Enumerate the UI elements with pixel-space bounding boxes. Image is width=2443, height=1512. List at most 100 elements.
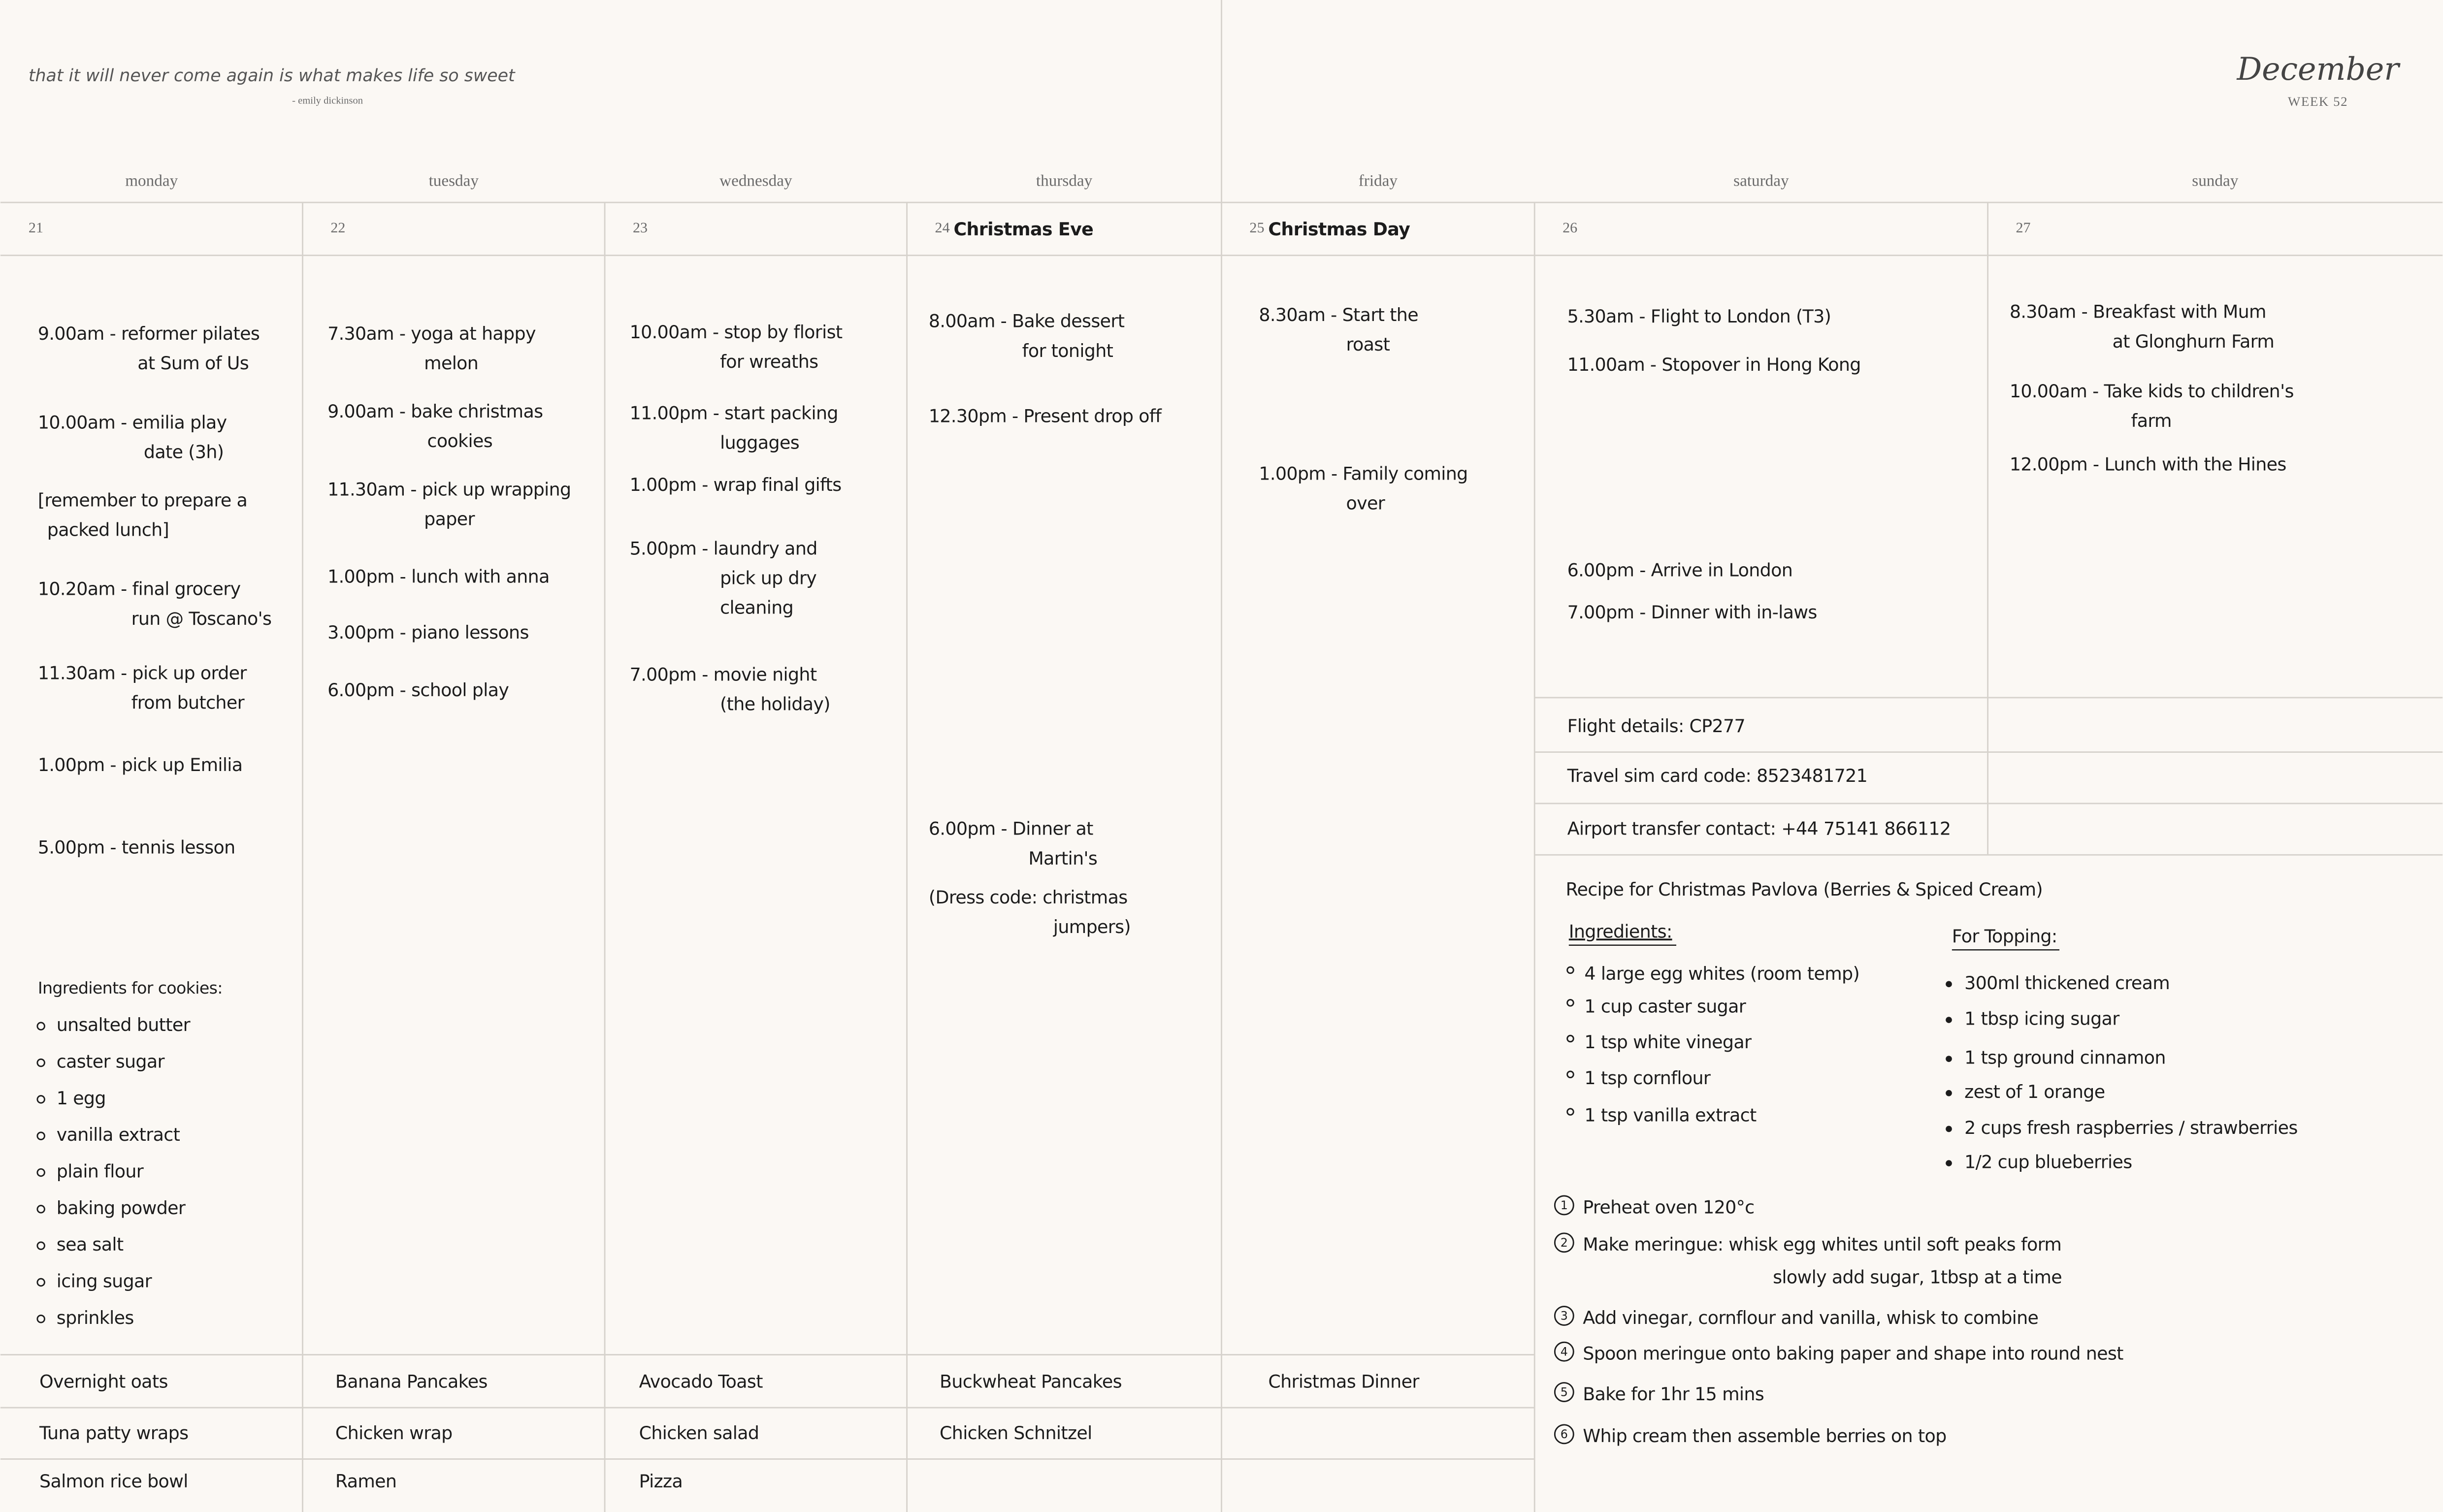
meal: Tuna patty wraps bbox=[39, 1422, 188, 1444]
meal: Avocado Toast bbox=[639, 1371, 763, 1392]
event-text: cookies bbox=[427, 430, 493, 451]
event-text: 10.00am - Take kids to children's bbox=[2010, 381, 2294, 402]
event-text: 6.00pm - school play bbox=[327, 679, 509, 701]
event-text: 5.30am - Flight to London (T3) bbox=[1567, 306, 1831, 327]
quote: that it will never come again is what ma… bbox=[29, 66, 516, 86]
bullet bbox=[1946, 981, 1952, 988]
month: December bbox=[2236, 51, 2401, 87]
event-text: 8.30am - Breakfast with Mum bbox=[2010, 301, 2266, 322]
week: WEEK 52 bbox=[2288, 94, 2348, 109]
event-text: for wreaths bbox=[720, 351, 818, 372]
day-name: friday bbox=[1359, 172, 1398, 190]
event-text: from butcher bbox=[131, 692, 245, 713]
bullet bbox=[1566, 1034, 1574, 1043]
event-text: 7.00pm - Dinner with in-laws bbox=[1567, 602, 1817, 623]
event-text: pick up dry bbox=[720, 568, 816, 589]
day-date: 22 bbox=[330, 220, 345, 236]
day-date: 25 bbox=[1249, 220, 1264, 236]
step-circle bbox=[1554, 1424, 1574, 1445]
meal: Chicken Schnitzel bbox=[940, 1422, 1092, 1444]
ingredient: 1 cup caster sugar bbox=[1584, 996, 1746, 1017]
meal: Buckwheat Pancakes bbox=[940, 1371, 1122, 1392]
event-text: 7.00pm - movie night bbox=[630, 664, 817, 685]
day-name: wednesday bbox=[719, 172, 792, 190]
list-item: plain flour bbox=[57, 1161, 144, 1182]
event-text: 12.00pm - Lunch with the Hines bbox=[2010, 454, 2286, 475]
day-date: 24 bbox=[935, 220, 950, 236]
topping: 1 tbsp icing sugar bbox=[1964, 1008, 2119, 1029]
step-text: Preheat oven 120°c bbox=[1583, 1196, 1754, 1218]
step-number: 3 bbox=[1561, 1309, 1568, 1323]
day-label: Christmas Eve bbox=[954, 219, 1094, 240]
bullet bbox=[36, 1058, 45, 1067]
step-circle bbox=[1554, 1195, 1574, 1216]
ingredient: 1 tsp cornflour bbox=[1584, 1067, 1710, 1089]
list-item: 1 egg bbox=[57, 1088, 106, 1109]
ingredient: 4 large egg whites (room temp) bbox=[1584, 963, 1859, 984]
list-item: vanilla extract bbox=[57, 1124, 180, 1145]
meal: Christmas Dinner bbox=[1268, 1371, 1419, 1392]
ingredient: 1 tsp vanilla extract bbox=[1584, 1105, 1757, 1126]
list-title: Ingredients for cookies: bbox=[38, 978, 223, 997]
event-text: [remember to prepare a bbox=[38, 489, 247, 511]
event-text: 8.30am - Start the bbox=[1259, 304, 1418, 325]
step-number: 5 bbox=[1561, 1385, 1568, 1399]
event-text: roast bbox=[1346, 334, 1390, 355]
step-text: Make meringue: whisk egg whites until so… bbox=[1583, 1234, 2061, 1255]
recipe-subtitle: For Topping: bbox=[1952, 926, 2057, 947]
bullet bbox=[1946, 1017, 1952, 1023]
meal: Pizza bbox=[639, 1471, 683, 1492]
step-circle bbox=[1554, 1341, 1574, 1362]
travel-note: Airport transfer contact: +44 75141 8661… bbox=[1567, 818, 1951, 839]
topping: 2 cups fresh raspberries / strawberries bbox=[1964, 1117, 2298, 1138]
bullet bbox=[36, 1131, 45, 1140]
step-text: Add vinegar, cornflour and vanilla, whis… bbox=[1583, 1307, 2038, 1328]
step-circle bbox=[1554, 1306, 1574, 1326]
step-number: 6 bbox=[1561, 1427, 1568, 1441]
step-number: 1 bbox=[1561, 1198, 1568, 1212]
event-text: run @ Toscano's bbox=[131, 608, 272, 629]
bullet bbox=[1566, 999, 1574, 1007]
topping: 300ml thickened cream bbox=[1964, 972, 2170, 994]
event-text: 10.20am - final grocery bbox=[38, 579, 241, 600]
event-text: 11.00pm - start packing bbox=[630, 402, 838, 423]
topping: 1/2 cup blueberries bbox=[1964, 1152, 2132, 1173]
event-text: date (3h) bbox=[144, 441, 224, 462]
bullet bbox=[36, 1205, 45, 1214]
bullet bbox=[36, 1315, 45, 1323]
event-text: 12.30pm - Present drop off bbox=[929, 406, 1162, 427]
step-circle bbox=[1554, 1382, 1574, 1402]
bullet bbox=[1566, 1070, 1574, 1079]
meal: Salmon rice bowl bbox=[39, 1471, 188, 1492]
meal: Banana Pancakes bbox=[335, 1371, 488, 1392]
quote-author: - emily dickinson bbox=[292, 95, 363, 106]
day-name: sunday bbox=[2192, 172, 2238, 190]
bullet bbox=[36, 1095, 45, 1104]
event-text: jumpers) bbox=[1053, 916, 1131, 937]
ingredient: 1 tsp white vinegar bbox=[1584, 1031, 1752, 1053]
day-date: 27 bbox=[2016, 220, 2030, 236]
event-text: at Glonghurn Farm bbox=[2113, 331, 2275, 352]
event-text: 11.30am - pick up order bbox=[38, 662, 247, 683]
topping: 1 tsp ground cinnamon bbox=[1964, 1047, 2166, 1068]
bullet bbox=[1566, 1108, 1574, 1116]
list-item: icing sugar bbox=[57, 1270, 152, 1291]
day-label: Christmas Day bbox=[1268, 219, 1410, 240]
event-text: 10.00am - emilia play bbox=[38, 412, 227, 433]
bullet bbox=[36, 1022, 45, 1030]
event-text: 9.00am - reformer pilates bbox=[38, 323, 260, 344]
list-item: sprinkles bbox=[57, 1307, 134, 1328]
list-item: baking powder bbox=[57, 1197, 186, 1219]
event-text: 6.00pm - Arrive in London bbox=[1567, 560, 1793, 581]
step-number: 4 bbox=[1561, 1345, 1568, 1358]
bullet bbox=[1946, 1090, 1952, 1096]
bullet bbox=[36, 1241, 45, 1250]
day-date: 21 bbox=[29, 220, 43, 236]
event-text: 11.30am - pick up wrapping bbox=[327, 479, 571, 500]
event-text: (the holiday) bbox=[720, 694, 830, 715]
meal: Chicken wrap bbox=[335, 1422, 453, 1444]
event-text: at Sum of Us bbox=[137, 353, 249, 374]
event-text: Martin's bbox=[1028, 848, 1097, 869]
